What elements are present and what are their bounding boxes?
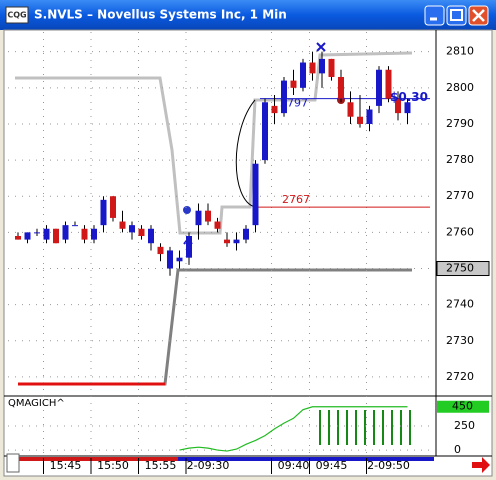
candle-body (100, 199, 107, 226)
window-buttons (424, 5, 489, 26)
candle-body (328, 58, 335, 77)
candle-body (157, 246, 164, 255)
candle-body (319, 58, 325, 74)
candle-body (72, 225, 78, 227)
scroll-right-arrow[interactable] (472, 457, 490, 473)
y-tick-label: 2760 (446, 225, 474, 238)
maximize-button[interactable] (446, 5, 467, 26)
candle-body (271, 105, 278, 114)
candle-body (347, 102, 354, 117)
x-tick-label: 09:40 (278, 459, 310, 472)
y-tick-label: 2770 (446, 189, 474, 202)
scroll-button[interactable] (6, 453, 20, 473)
y-tick-label: 2720 (446, 370, 474, 383)
y-tick-label: 2780 (446, 153, 474, 166)
signal-star (183, 206, 191, 214)
x-tick-label: 15:45 (50, 459, 82, 472)
maximize-icon (450, 9, 463, 21)
candle-body (395, 98, 401, 114)
candle-body (233, 239, 240, 244)
candle-body (195, 210, 202, 226)
study-line (15, 51, 413, 235)
change-label: $0.30 (390, 90, 428, 104)
minimize-button[interactable] (424, 5, 445, 26)
session-bar (18, 457, 178, 461)
candle-body (300, 62, 306, 88)
y-tick-label: 0 (454, 443, 461, 456)
candle-body (129, 225, 135, 233)
last-value-box (437, 400, 489, 413)
candle-body (309, 62, 316, 74)
candle-body (262, 102, 268, 161)
candle-body (376, 69, 382, 106)
indicator-line (179, 406, 408, 452)
signal-x (316, 42, 326, 52)
level-label: 2767 (282, 193, 310, 206)
candle-body (148, 228, 154, 244)
candle-body (43, 228, 50, 240)
candle-body (81, 228, 88, 240)
candle-body (24, 232, 31, 240)
candle-body (62, 225, 69, 240)
candle-body (243, 228, 249, 240)
y-tick-label: 2740 (446, 298, 474, 311)
last-price-box (436, 261, 490, 277)
x-tick-label: 15:50 (97, 459, 129, 472)
candle-body (338, 76, 344, 99)
indicator-title: QMAGICH^ (8, 398, 65, 409)
candle-body (15, 235, 21, 240)
candle-body (167, 250, 173, 269)
last-value-label: 450 (452, 400, 473, 413)
chart-frame (3, 29, 493, 477)
y-tick-label: 2790 (446, 117, 474, 130)
candle-body (214, 221, 221, 229)
session-bar (178, 457, 434, 461)
candle-body (91, 228, 97, 240)
x-tick-label: 2-09:50 (367, 459, 410, 472)
x-tick-label: 15:55 (145, 459, 177, 472)
candle-body (53, 228, 59, 244)
annotation-arc (235, 99, 256, 208)
candle-body (110, 196, 116, 218)
candle-body (186, 235, 192, 258)
close-icon (472, 9, 485, 22)
candle-body (290, 80, 297, 88)
y-tick-label: 2810 (446, 45, 474, 58)
x-tick-label: 2-09:30 (187, 459, 230, 472)
candle-body (34, 232, 40, 234)
candle-body (176, 257, 183, 262)
candle-body (224, 239, 230, 244)
app-icon-text: CQG (7, 11, 26, 20)
candle-body (252, 163, 259, 226)
candle-body (205, 210, 211, 222)
candle-body (119, 221, 126, 229)
last-price-label: 2750 (446, 262, 474, 275)
candle-body (404, 102, 411, 114)
candle-body (366, 109, 373, 124)
x-tick-label: 09:45 (316, 459, 348, 472)
candle-body (281, 80, 287, 114)
candle-body (138, 228, 145, 236)
title-bar (0, 0, 496, 30)
indicator-bars (319, 410, 411, 445)
y-tick-label: 2800 (446, 81, 474, 94)
candle-body (357, 116, 363, 124)
candle-body (385, 69, 392, 99)
app-icon (5, 6, 29, 24)
y-tick-label: 250 (454, 419, 475, 432)
window-title: S.NVLS – Novellus Systems Inc, 1 Min (34, 8, 287, 22)
y-tick-label: 2730 (446, 334, 474, 347)
